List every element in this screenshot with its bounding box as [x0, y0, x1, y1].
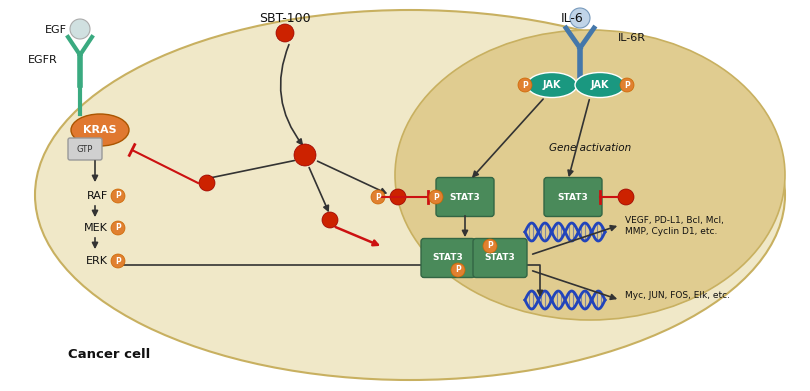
FancyBboxPatch shape: [473, 239, 527, 278]
Text: P: P: [115, 256, 121, 265]
Circle shape: [618, 189, 634, 205]
Text: EGFR: EGFR: [28, 55, 58, 65]
Ellipse shape: [35, 10, 785, 380]
Text: IL-6R: IL-6R: [618, 33, 646, 43]
Circle shape: [451, 263, 465, 277]
Text: JAK: JAK: [590, 80, 609, 90]
Text: KRAS: KRAS: [83, 125, 117, 135]
Text: Gene activation: Gene activation: [549, 143, 631, 153]
Text: VEGF, PD-L1, Bcl, Mcl,: VEGF, PD-L1, Bcl, Mcl,: [625, 215, 724, 224]
Text: P: P: [115, 224, 121, 233]
Circle shape: [570, 8, 590, 28]
Circle shape: [199, 175, 215, 191]
Circle shape: [620, 78, 634, 92]
Text: ERK: ERK: [86, 256, 108, 266]
Text: Cancer cell: Cancer cell: [68, 348, 150, 362]
Circle shape: [276, 24, 294, 42]
Circle shape: [111, 221, 125, 235]
Text: P: P: [115, 192, 121, 201]
Text: STAT3: STAT3: [484, 253, 515, 262]
Circle shape: [322, 212, 338, 228]
FancyBboxPatch shape: [436, 178, 494, 217]
Ellipse shape: [395, 30, 785, 320]
FancyBboxPatch shape: [421, 239, 475, 278]
FancyBboxPatch shape: [68, 138, 102, 160]
Ellipse shape: [527, 72, 577, 97]
Circle shape: [390, 189, 406, 205]
Circle shape: [371, 190, 385, 204]
Text: EGF: EGF: [45, 25, 67, 35]
Text: Myc, JUN, FOS, Elk, etc.: Myc, JUN, FOS, Elk, etc.: [625, 291, 730, 300]
Ellipse shape: [71, 114, 129, 146]
Text: P: P: [433, 192, 439, 201]
Text: JAK: JAK: [543, 80, 561, 90]
Text: P: P: [625, 81, 630, 90]
Ellipse shape: [575, 72, 625, 97]
Text: IL-6: IL-6: [561, 11, 583, 25]
Text: STAT3: STAT3: [450, 192, 480, 201]
Text: MEK: MEK: [84, 223, 108, 233]
Text: P: P: [487, 242, 492, 251]
FancyBboxPatch shape: [544, 178, 602, 217]
Text: P: P: [375, 192, 381, 201]
Circle shape: [111, 254, 125, 268]
Text: GTP: GTP: [77, 145, 93, 154]
Circle shape: [483, 239, 497, 253]
Text: MMP, Cyclin D1, etc.: MMP, Cyclin D1, etc.: [625, 228, 718, 237]
Text: P: P: [455, 265, 461, 274]
Circle shape: [429, 190, 443, 204]
Circle shape: [518, 78, 532, 92]
Text: RAF: RAF: [87, 191, 108, 201]
Circle shape: [294, 144, 316, 166]
Circle shape: [70, 19, 90, 39]
Text: STAT3: STAT3: [557, 192, 588, 201]
Text: P: P: [522, 81, 528, 90]
Text: STAT3: STAT3: [433, 253, 463, 262]
Text: SBT-100: SBT-100: [259, 11, 311, 25]
Circle shape: [111, 189, 125, 203]
